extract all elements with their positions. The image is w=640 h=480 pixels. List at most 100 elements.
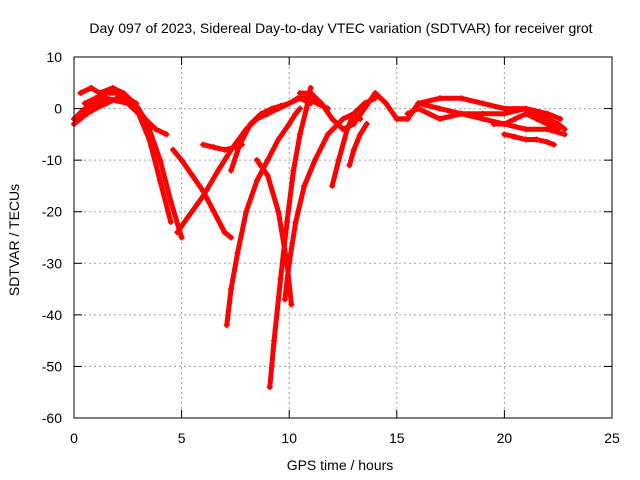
- data-point: [415, 100, 422, 107]
- series-arc-12: [266, 84, 314, 391]
- series-line: [394, 95, 568, 132]
- data-point: [114, 90, 121, 97]
- chart-title: Day 097 of 2023, Sidereal Day-to-day VTE…: [89, 20, 592, 36]
- data-point: [436, 115, 443, 122]
- data-point: [109, 84, 116, 91]
- data-point: [247, 121, 254, 128]
- data-point: [228, 234, 235, 241]
- data-point: [77, 115, 84, 122]
- data-point: [436, 95, 443, 102]
- data-point: [124, 95, 131, 102]
- data-point: [436, 105, 443, 112]
- data-point: [174, 229, 181, 236]
- data-point: [307, 90, 314, 97]
- series-arc-13: [281, 110, 364, 303]
- data-point: [223, 322, 230, 329]
- series-arc-15: [329, 95, 379, 189]
- data-point: [88, 105, 95, 112]
- data-point: [357, 131, 364, 138]
- data-point: [383, 100, 390, 107]
- tick-labels: 0 5 10 15 20 25 -60 -50 -40 -30 -20 -10 0 10: [42, 49, 620, 446]
- data-point: [522, 126, 529, 133]
- y-tick-label: -60: [42, 410, 62, 426]
- data-point: [103, 95, 110, 102]
- data-point: [340, 115, 346, 122]
- x-tick-label: 0: [70, 430, 78, 446]
- series-arc-5: [81, 90, 140, 107]
- data-point: [178, 234, 185, 241]
- y-tick-label: -30: [42, 255, 62, 271]
- series-arc-20: [490, 110, 562, 133]
- data-point: [561, 131, 568, 138]
- series-line: [329, 95, 378, 189]
- data-point: [363, 121, 370, 128]
- data-point: [277, 102, 284, 109]
- series-arc-16: [346, 121, 370, 169]
- data-point: [329, 115, 336, 122]
- data-point: [479, 115, 486, 122]
- data-point: [561, 126, 568, 133]
- data-point: [415, 105, 422, 112]
- data-point: [142, 115, 149, 122]
- data-point: [290, 167, 297, 174]
- data-point: [512, 115, 519, 122]
- data-point: [221, 146, 228, 153]
- data-point: [157, 157, 164, 164]
- x-tick-label: 25: [604, 430, 620, 446]
- data-point: [292, 110, 299, 117]
- data-point: [555, 121, 562, 128]
- y-tick-label: -10: [42, 152, 62, 168]
- data-point: [372, 95, 379, 102]
- series-line: [267, 85, 314, 390]
- data-point: [404, 110, 411, 117]
- data-point: [361, 100, 368, 107]
- data-point: [307, 84, 314, 91]
- data-point: [555, 126, 562, 133]
- data-point: [346, 162, 353, 169]
- y-tick-label: 0: [54, 101, 62, 117]
- axis-ticks: [73, 56, 613, 419]
- data-point: [479, 110, 486, 117]
- data-point: [292, 219, 299, 226]
- data-point: [557, 115, 564, 122]
- data-point: [243, 208, 250, 215]
- data-point: [490, 121, 497, 128]
- data-point: [324, 131, 331, 138]
- series-line: [82, 90, 139, 106]
- data-point: [221, 229, 228, 236]
- data-point: [296, 105, 303, 112]
- data-point: [200, 141, 207, 148]
- data-point: [544, 115, 551, 122]
- data-point: [258, 110, 265, 117]
- data-point: [544, 126, 551, 133]
- data-point: [522, 110, 529, 117]
- data-point: [146, 136, 153, 143]
- data-point: [114, 95, 121, 102]
- data-point: [329, 182, 336, 189]
- data-point: [234, 249, 241, 256]
- data-point: [228, 167, 235, 174]
- y-tick-label: -50: [42, 358, 62, 374]
- data-point: [103, 90, 110, 97]
- data-point: [426, 110, 433, 117]
- data-point: [277, 275, 284, 282]
- plot-frame: [73, 56, 613, 419]
- data-point: [275, 136, 282, 143]
- data-point: [458, 95, 465, 102]
- data-point: [294, 95, 301, 102]
- data-point: [286, 121, 293, 128]
- data-point: [92, 95, 99, 102]
- data-point: [350, 146, 357, 153]
- data-point: [124, 100, 131, 107]
- series-line: [347, 121, 370, 168]
- data-point: [501, 121, 508, 128]
- data-point: [167, 198, 174, 205]
- series-line: [71, 95, 185, 240]
- data-point: [271, 337, 278, 344]
- data-point: [167, 219, 174, 226]
- data-point: [264, 172, 271, 179]
- data-point: [268, 105, 275, 112]
- data-point: [533, 115, 540, 122]
- data-point: [544, 110, 551, 117]
